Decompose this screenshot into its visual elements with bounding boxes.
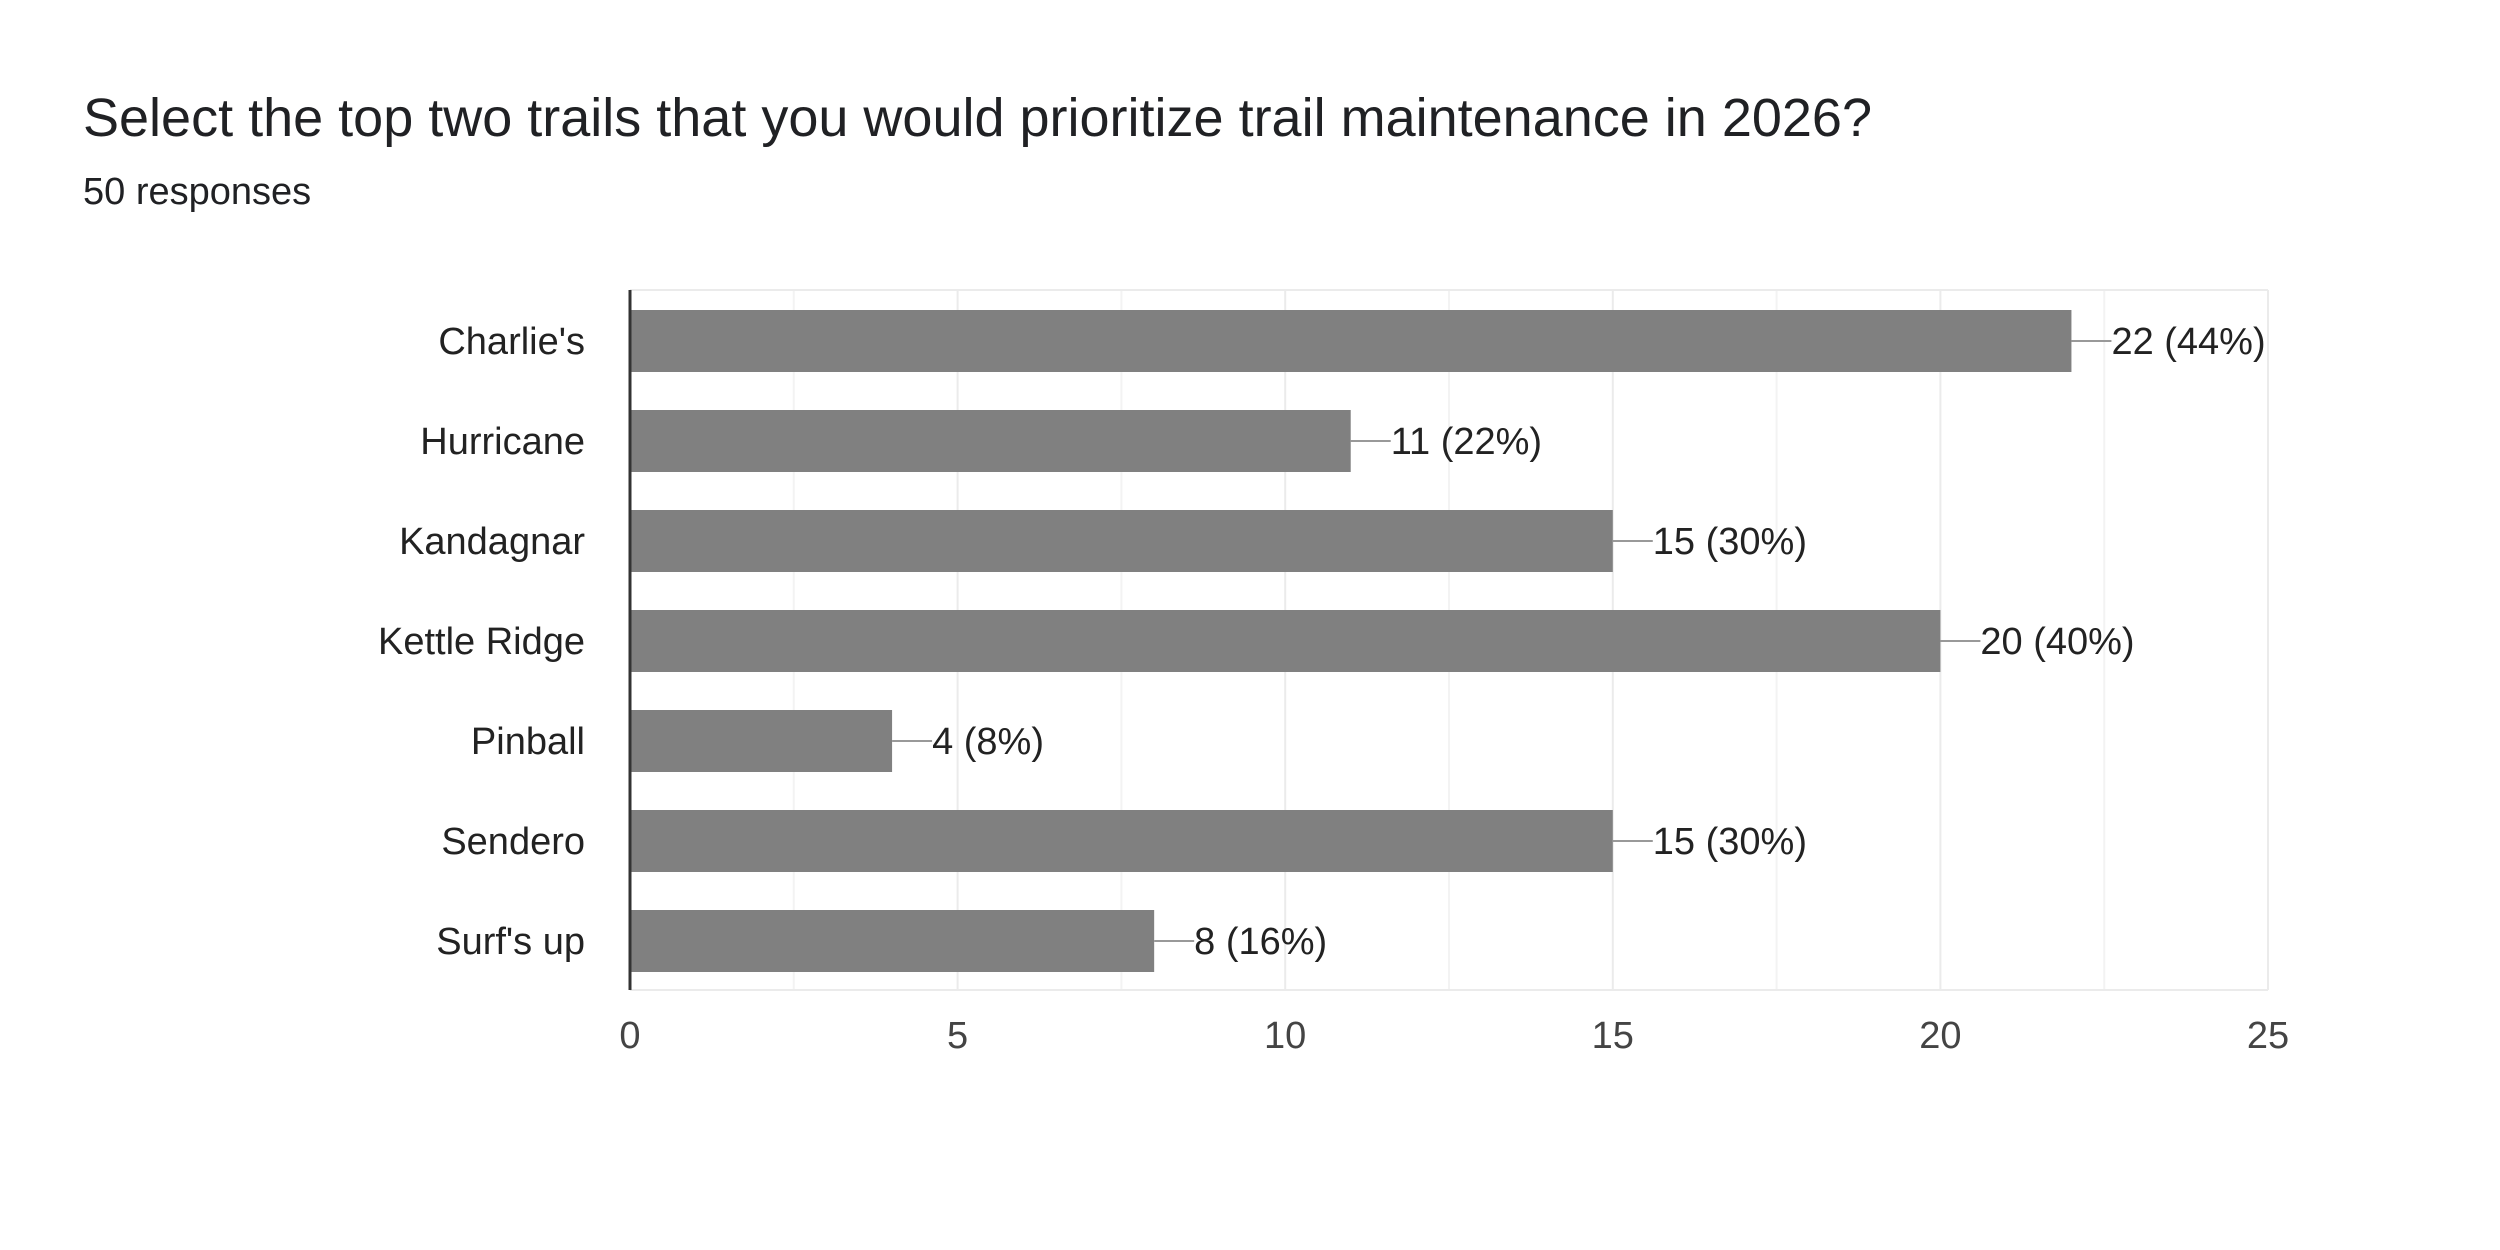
category-label-3: Kettle Ridge: [378, 621, 585, 663]
question-title: Select the top two trails that you would…: [83, 88, 1872, 148]
bar-1: [630, 410, 1351, 472]
bar-2: [630, 510, 1613, 572]
category-label-2: Kandagnar: [399, 521, 585, 563]
data-label-4: 4 (8%): [932, 721, 1044, 763]
data-label-6: 8 (16%): [1194, 921, 1327, 963]
category-label-6: Surf's up: [436, 921, 585, 963]
response-count: 50 responses: [83, 171, 312, 213]
category-label-5: Sendero: [441, 821, 585, 863]
x-tick-label-0: 0: [619, 1015, 640, 1057]
bar-3: [630, 610, 1941, 672]
bar-6: [630, 910, 1155, 972]
x-tick-label-1: 5: [947, 1015, 968, 1057]
bars-layer: [630, 310, 2112, 972]
category-label-1: Hurricane: [420, 421, 585, 463]
data-label-2: 15 (30%): [1653, 521, 1807, 563]
data-label-1: 11 (22%): [1391, 421, 1542, 463]
bar-0: [630, 310, 2072, 372]
data-label-5: 15 (30%): [1653, 821, 1807, 863]
labels-layer: 22 (44%) Charlie's 11 (22%) Hurricane 15 (30…: [378, 321, 2266, 963]
x-tick-label-5: 25: [2247, 1015, 2289, 1057]
category-label-0: Charlie's: [438, 321, 585, 363]
x-tick-label-4: 20: [1919, 1015, 1961, 1057]
data-label-0: 22 (44%): [2111, 321, 2265, 363]
x-tick-label-3: 15: [1592, 1015, 1634, 1057]
bar-5: [630, 810, 1613, 872]
bar-4: [630, 710, 893, 772]
axis-layer: 0 5 10 15 20 25: [619, 290, 2289, 1057]
category-label-4: Pinball: [471, 721, 585, 763]
x-tick-label-2: 10: [1264, 1015, 1306, 1057]
data-label-3: 20 (40%): [1980, 621, 2134, 663]
